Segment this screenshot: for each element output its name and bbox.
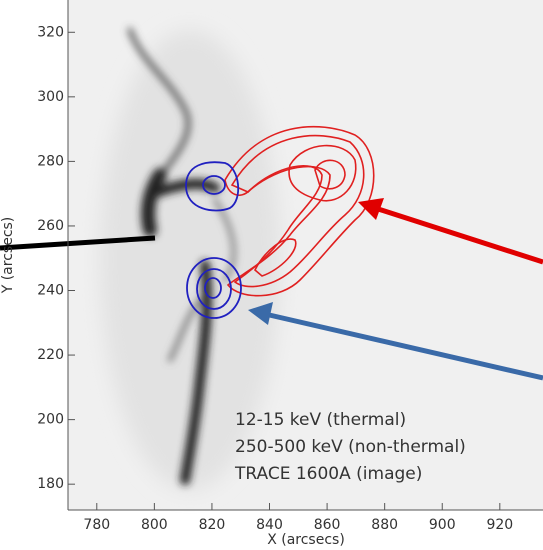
- x-tick-label: 920: [486, 517, 513, 533]
- y-tick-label: 280: [37, 153, 64, 169]
- x-tick-label: 780: [83, 517, 110, 533]
- solar-image: [68, 0, 543, 510]
- y-tick-label: 260: [37, 218, 64, 234]
- annotation-arrows: [0, 198, 543, 381]
- legend-entry: 12-15 keV (thermal): [235, 410, 406, 430]
- legend-entry: 250-500 keV (non-thermal): [235, 437, 466, 457]
- non-thermal-contours: [185, 161, 242, 319]
- y-tick-label: 200: [37, 412, 64, 428]
- y-tick-label: 320: [37, 24, 64, 40]
- y-tick-label: 300: [37, 89, 64, 105]
- y-axis-label: Y (arcsecs): [0, 217, 16, 295]
- y-tick-label: 180: [37, 476, 64, 492]
- y-tick-label: 220: [37, 347, 64, 363]
- x-tick-label: 880: [371, 517, 398, 533]
- x-tick-label: 840: [256, 517, 283, 533]
- x-tick-label: 820: [199, 517, 226, 533]
- legend-entry: TRACE 1600A (image): [234, 464, 422, 484]
- x-tick-label: 900: [429, 517, 456, 533]
- x-tick-label: 860: [314, 517, 341, 533]
- x-tick-label: 800: [141, 517, 168, 533]
- thermal-contours: [224, 125, 375, 297]
- y-tick-label: 240: [37, 283, 64, 299]
- x-axis-label: X (arcsecs): [267, 532, 345, 548]
